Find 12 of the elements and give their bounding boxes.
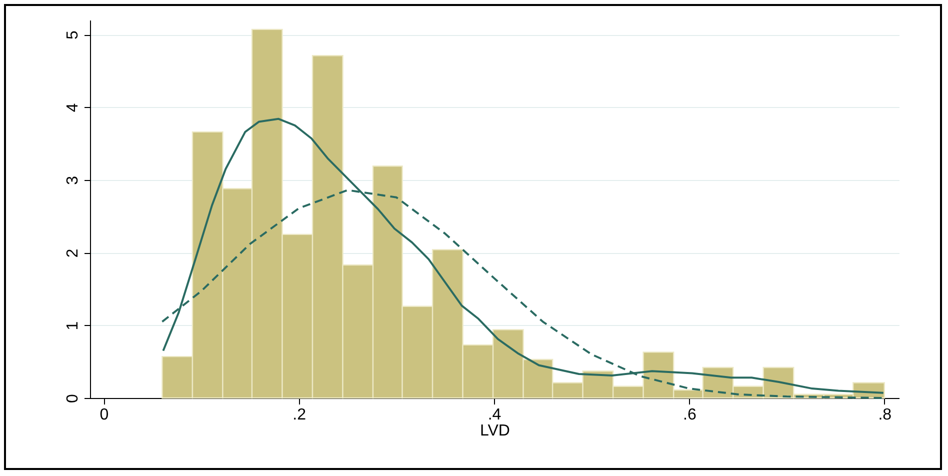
x-axis-title: LVD — [480, 422, 510, 440]
y-tick-label: 1 — [64, 321, 82, 330]
y-tick-label: 4 — [64, 103, 82, 112]
x-tick-label: .8 — [878, 406, 892, 424]
x-tick-label: .2 — [292, 406, 306, 424]
y-tick-label: 5 — [64, 30, 82, 40]
y-tick-label: 2 — [64, 248, 82, 258]
y-tick-label: 3 — [64, 176, 82, 185]
y-tick-label: 0 — [64, 394, 82, 403]
x-tick-label: 0 — [100, 406, 109, 424]
x-tick-label: .4 — [488, 406, 502, 424]
x-tick-label: .6 — [683, 406, 696, 424]
